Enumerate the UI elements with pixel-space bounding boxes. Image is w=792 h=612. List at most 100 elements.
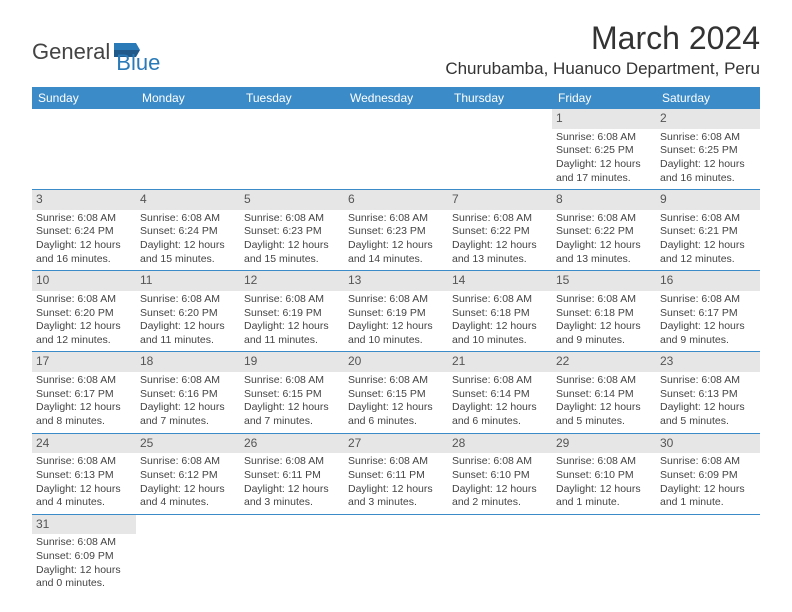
daylight-text: Daylight: 12 hours: [452, 320, 548, 334]
logo-text-blue: Blue: [116, 50, 160, 76]
calendar-cell: 28Sunrise: 6:08 AMSunset: 6:10 PMDayligh…: [448, 433, 552, 514]
sunset-text: Sunset: 6:14 PM: [452, 388, 548, 402]
calendar-cell: 30Sunrise: 6:08 AMSunset: 6:09 PMDayligh…: [656, 433, 760, 514]
calendar-cell: 8Sunrise: 6:08 AMSunset: 6:22 PMDaylight…: [552, 190, 656, 271]
daylight-text: Daylight: 12 hours: [140, 320, 236, 334]
daylight-text: Daylight: 12 hours: [244, 401, 340, 415]
day-number: 22: [552, 352, 656, 372]
day-number: 13: [344, 271, 448, 291]
sunset-text: Sunset: 6:15 PM: [244, 388, 340, 402]
day-number: 3: [32, 190, 136, 210]
sunrise-text: Sunrise: 6:08 AM: [348, 374, 444, 388]
sunset-text: Sunset: 6:16 PM: [140, 388, 236, 402]
daylight-text: Daylight: 12 hours: [660, 320, 756, 334]
day-number: 16: [656, 271, 760, 291]
calendar-cell: [344, 514, 448, 595]
daylight-text: Daylight: 12 hours: [36, 320, 132, 334]
day-number: 25: [136, 434, 240, 454]
sunset-text: Sunset: 6:23 PM: [348, 225, 444, 239]
calendar-cell: 18Sunrise: 6:08 AMSunset: 6:16 PMDayligh…: [136, 352, 240, 433]
calendar-cell: 31Sunrise: 6:08 AMSunset: 6:09 PMDayligh…: [32, 514, 136, 595]
daylight-text: Daylight: 12 hours: [660, 239, 756, 253]
day-number: 28: [448, 434, 552, 454]
calendar-row: 10Sunrise: 6:08 AMSunset: 6:20 PMDayligh…: [32, 271, 760, 352]
daylight-text: and 12 minutes.: [36, 334, 132, 348]
day-number: 7: [448, 190, 552, 210]
sunset-text: Sunset: 6:12 PM: [140, 469, 236, 483]
daylight-text: and 13 minutes.: [556, 253, 652, 267]
daylight-text: and 10 minutes.: [348, 334, 444, 348]
daylight-text: Daylight: 12 hours: [452, 239, 548, 253]
daylight-text: and 11 minutes.: [244, 334, 340, 348]
daylight-text: and 7 minutes.: [140, 415, 236, 429]
daylight-text: Daylight: 12 hours: [556, 483, 652, 497]
calendar-cell: 4Sunrise: 6:08 AMSunset: 6:24 PMDaylight…: [136, 190, 240, 271]
sunset-text: Sunset: 6:25 PM: [556, 144, 652, 158]
daylight-text: Daylight: 12 hours: [556, 239, 652, 253]
calendar-cell: 7Sunrise: 6:08 AMSunset: 6:22 PMDaylight…: [448, 190, 552, 271]
calendar-cell: 12Sunrise: 6:08 AMSunset: 6:19 PMDayligh…: [240, 271, 344, 352]
sunset-text: Sunset: 6:21 PM: [660, 225, 756, 239]
daylight-text: and 17 minutes.: [556, 172, 652, 186]
sunset-text: Sunset: 6:20 PM: [36, 307, 132, 321]
daylight-text: and 16 minutes.: [36, 253, 132, 267]
calendar-cell: 26Sunrise: 6:08 AMSunset: 6:11 PMDayligh…: [240, 433, 344, 514]
sunrise-text: Sunrise: 6:08 AM: [36, 455, 132, 469]
sunrise-text: Sunrise: 6:08 AM: [140, 212, 236, 226]
calendar-cell: 11Sunrise: 6:08 AMSunset: 6:20 PMDayligh…: [136, 271, 240, 352]
daylight-text: and 9 minutes.: [556, 334, 652, 348]
daylight-text: Daylight: 12 hours: [244, 320, 340, 334]
day-number: 8: [552, 190, 656, 210]
sunrise-text: Sunrise: 6:08 AM: [348, 212, 444, 226]
sunset-text: Sunset: 6:18 PM: [452, 307, 548, 321]
sunset-text: Sunset: 6:09 PM: [660, 469, 756, 483]
day-number: 14: [448, 271, 552, 291]
daylight-text: and 6 minutes.: [452, 415, 548, 429]
calendar-row: 31Sunrise: 6:08 AMSunset: 6:09 PMDayligh…: [32, 514, 760, 595]
sunrise-text: Sunrise: 6:08 AM: [140, 455, 236, 469]
sunset-text: Sunset: 6:10 PM: [556, 469, 652, 483]
daylight-text: and 0 minutes.: [36, 577, 132, 591]
daylight-text: Daylight: 12 hours: [36, 483, 132, 497]
sunrise-text: Sunrise: 6:08 AM: [660, 374, 756, 388]
daylight-text: and 13 minutes.: [452, 253, 548, 267]
day-number: 29: [552, 434, 656, 454]
calendar-cell: 10Sunrise: 6:08 AMSunset: 6:20 PMDayligh…: [32, 271, 136, 352]
sunrise-text: Sunrise: 6:08 AM: [244, 293, 340, 307]
day-number: 24: [32, 434, 136, 454]
sunrise-text: Sunrise: 6:08 AM: [36, 374, 132, 388]
day-header: Wednesday: [344, 87, 448, 109]
day-header: Thursday: [448, 87, 552, 109]
day-number: 4: [136, 190, 240, 210]
title-block: March 2024 Churubamba, Huanuco Departmen…: [445, 20, 760, 79]
day-number: 17: [32, 352, 136, 372]
calendar-cell: [448, 514, 552, 595]
calendar-cell: [240, 514, 344, 595]
daylight-text: Daylight: 12 hours: [660, 483, 756, 497]
daylight-text: Daylight: 12 hours: [36, 239, 132, 253]
daylight-text: and 14 minutes.: [348, 253, 444, 267]
calendar-cell: 27Sunrise: 6:08 AMSunset: 6:11 PMDayligh…: [344, 433, 448, 514]
sunrise-text: Sunrise: 6:08 AM: [36, 293, 132, 307]
daylight-text: and 4 minutes.: [36, 496, 132, 510]
sunset-text: Sunset: 6:11 PM: [244, 469, 340, 483]
calendar-cell: 15Sunrise: 6:08 AMSunset: 6:18 PMDayligh…: [552, 271, 656, 352]
calendar-cell: 6Sunrise: 6:08 AMSunset: 6:23 PMDaylight…: [344, 190, 448, 271]
sunrise-text: Sunrise: 6:08 AM: [660, 455, 756, 469]
sunrise-text: Sunrise: 6:08 AM: [36, 536, 132, 550]
sunrise-text: Sunrise: 6:08 AM: [556, 374, 652, 388]
daylight-text: and 1 minute.: [556, 496, 652, 510]
sunrise-text: Sunrise: 6:08 AM: [452, 455, 548, 469]
calendar-cell: [552, 514, 656, 595]
sunset-text: Sunset: 6:15 PM: [348, 388, 444, 402]
sunset-text: Sunset: 6:11 PM: [348, 469, 444, 483]
daylight-text: Daylight: 12 hours: [348, 320, 444, 334]
calendar-cell: 20Sunrise: 6:08 AMSunset: 6:15 PMDayligh…: [344, 352, 448, 433]
daylight-text: Daylight: 12 hours: [244, 483, 340, 497]
sunset-text: Sunset: 6:25 PM: [660, 144, 756, 158]
daylight-text: Daylight: 12 hours: [556, 320, 652, 334]
daylight-text: and 8 minutes.: [36, 415, 132, 429]
day-number: 9: [656, 190, 760, 210]
sunset-text: Sunset: 6:19 PM: [348, 307, 444, 321]
calendar-cell: [136, 109, 240, 190]
